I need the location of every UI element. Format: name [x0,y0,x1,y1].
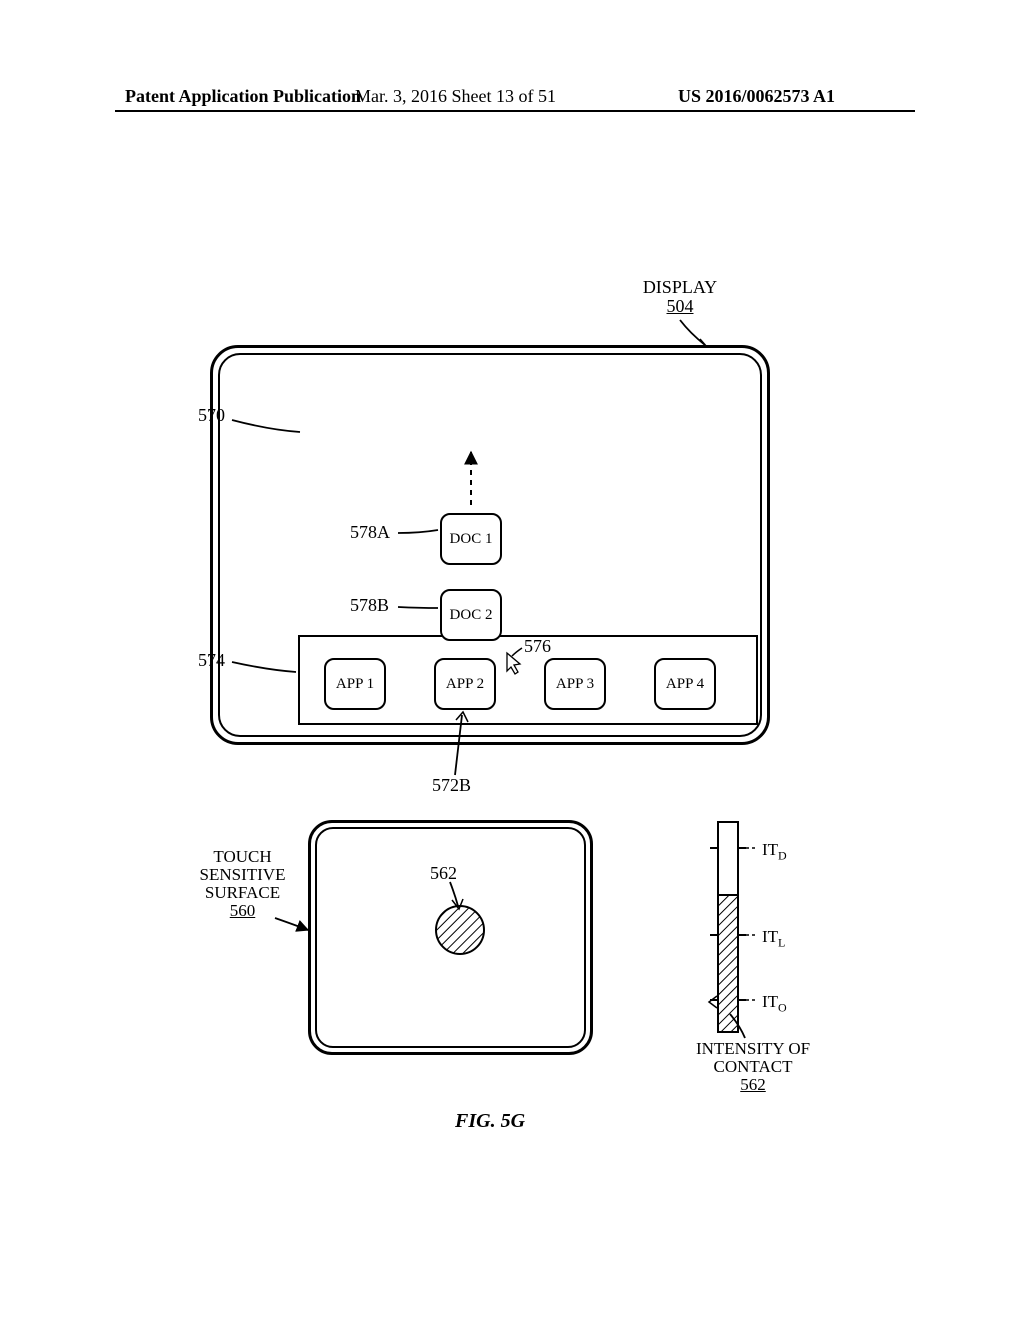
doc1-label: DOC 1 [450,531,493,548]
it-l-sub: L [778,935,785,949]
it-o-sub: O [778,1000,787,1014]
header-right: US 2016/0062573 A1 [678,86,835,107]
intensity-caption-l2: CONTACT [678,1058,828,1076]
ref-572b: 572B [432,775,471,796]
ref-578a: 578A [350,522,390,543]
ref-562: 562 [430,863,457,884]
header-left: Patent Application Publication [125,86,361,107]
intensity-caption-l1: INTENSITY OF [678,1040,828,1058]
app3-label: APP 3 [556,676,594,693]
touch-label: TOUCH SENSITIVE SURFACE 560 [185,848,300,919]
intensity-caption-l3: 562 [678,1076,828,1094]
doc2-icon: DOC 2 [440,589,502,641]
it-d-text: IT [762,840,778,859]
touch-label-l4: 560 [185,902,300,920]
touch-label-l3: SURFACE [185,884,300,902]
doc2-label: DOC 2 [450,607,493,624]
touch-label-l1: TOUCH [185,848,300,866]
app2-label: APP 2 [446,676,484,693]
it-o-text: IT [762,992,778,1011]
app3-icon: APP 3 [544,658,606,710]
app4-label: APP 4 [666,676,704,693]
doc1-icon: DOC 1 [440,513,502,565]
header-mid: Mar. 3, 2016 Sheet 13 of 51 [355,86,556,107]
intensity-caption: INTENSITY OF CONTACT 562 [678,1040,828,1094]
it-l-label: ITL [762,927,785,950]
ref-574: 574 [198,650,225,671]
it-o-label: ITO [762,992,787,1015]
display-label-line1: DISPLAY [620,278,740,297]
touch-inner-border [315,827,586,1048]
ref-578b: 578B [350,595,389,616]
intensity-bar [709,822,758,1032]
app4-icon: APP 4 [654,658,716,710]
page: Patent Application Publication Mar. 3, 2… [0,0,1024,1320]
display-label-line2: 504 [620,297,740,316]
ref-576: 576 [524,636,551,657]
display-label: DISPLAY 504 [620,278,740,316]
app1-label: APP 1 [336,676,374,693]
header-rule [115,110,915,112]
it-d-label: ITD [762,840,787,863]
app1-icon: APP 1 [324,658,386,710]
figure-caption: FIG. 5G [455,1110,525,1133]
touch-label-l2: SENSITIVE [185,866,300,884]
touch-surface [308,820,593,1055]
it-d-sub: D [778,848,787,862]
ref-570: 570 [198,405,225,426]
app2-icon: APP 2 [434,658,496,710]
it-l-text: IT [762,927,778,946]
